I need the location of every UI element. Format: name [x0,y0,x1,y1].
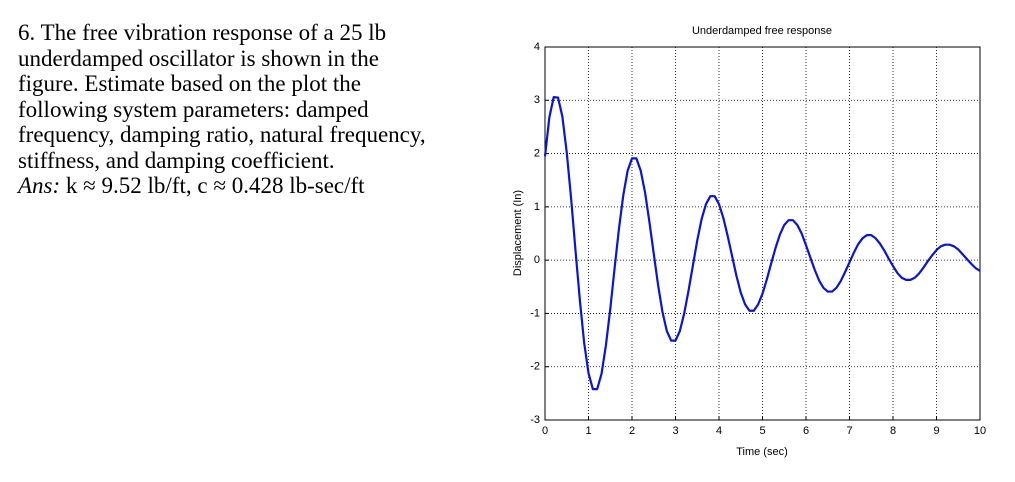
chart-title: Underdamped free response [692,25,832,37]
x-tick-label: 9 [933,425,939,437]
problem: 6. The free vibration response of a 25 l… [18,20,426,199]
problem-line: stiffness, and damping coefficient. [18,147,335,173]
x-tick-label: 3 [672,425,678,437]
x-tick-label: 8 [890,425,896,437]
x-tick-label: 6 [803,425,809,437]
x-tick-label: 10 [974,425,986,437]
x-tick-label: 1 [585,425,591,437]
answer-label: Ans: [18,173,61,198]
y-tick-label: 1 [534,201,540,213]
problem-line: following system parameters: damped [18,96,369,122]
y-tick-label: 4 [534,41,540,53]
problem-line: underdamped oscillator is shown in the [18,45,379,71]
answer-line: Ans: k ≈ 9.52 lb/ft, c ≈ 0.428 lb-sec/ft [18,173,426,199]
problem-line: frequency, damping ratio, natural freque… [18,122,426,147]
problem-line: 6. The free vibration response of a 25 l… [18,20,387,45]
y-tick-label: 3 [534,94,540,106]
plot-frame [544,46,981,421]
x-tick-label: 7 [846,425,852,437]
y-tick-label: -1 [530,307,540,319]
x-tick-label: 5 [759,425,765,437]
x-axis-label: Time (sec) [736,446,788,458]
problem-line: figure. Estimate based on the plot the [18,71,361,96]
data-line [543,95,981,391]
x-tick-label: 0 [542,425,548,437]
y-axis-label: Displacement (In) [512,190,524,276]
y-tick-label: 0 [534,254,540,266]
y-tick-label: -2 [530,361,540,373]
y-tick-label: 2 [534,147,540,159]
x-tick-label: 2 [629,425,635,437]
x-tick-label: 4 [716,425,722,437]
answer: k ≈ 9.52 lb/ft, c ≈ 0.428 lb-sec/ft [65,173,365,198]
y-tick-label: -3 [530,414,540,426]
